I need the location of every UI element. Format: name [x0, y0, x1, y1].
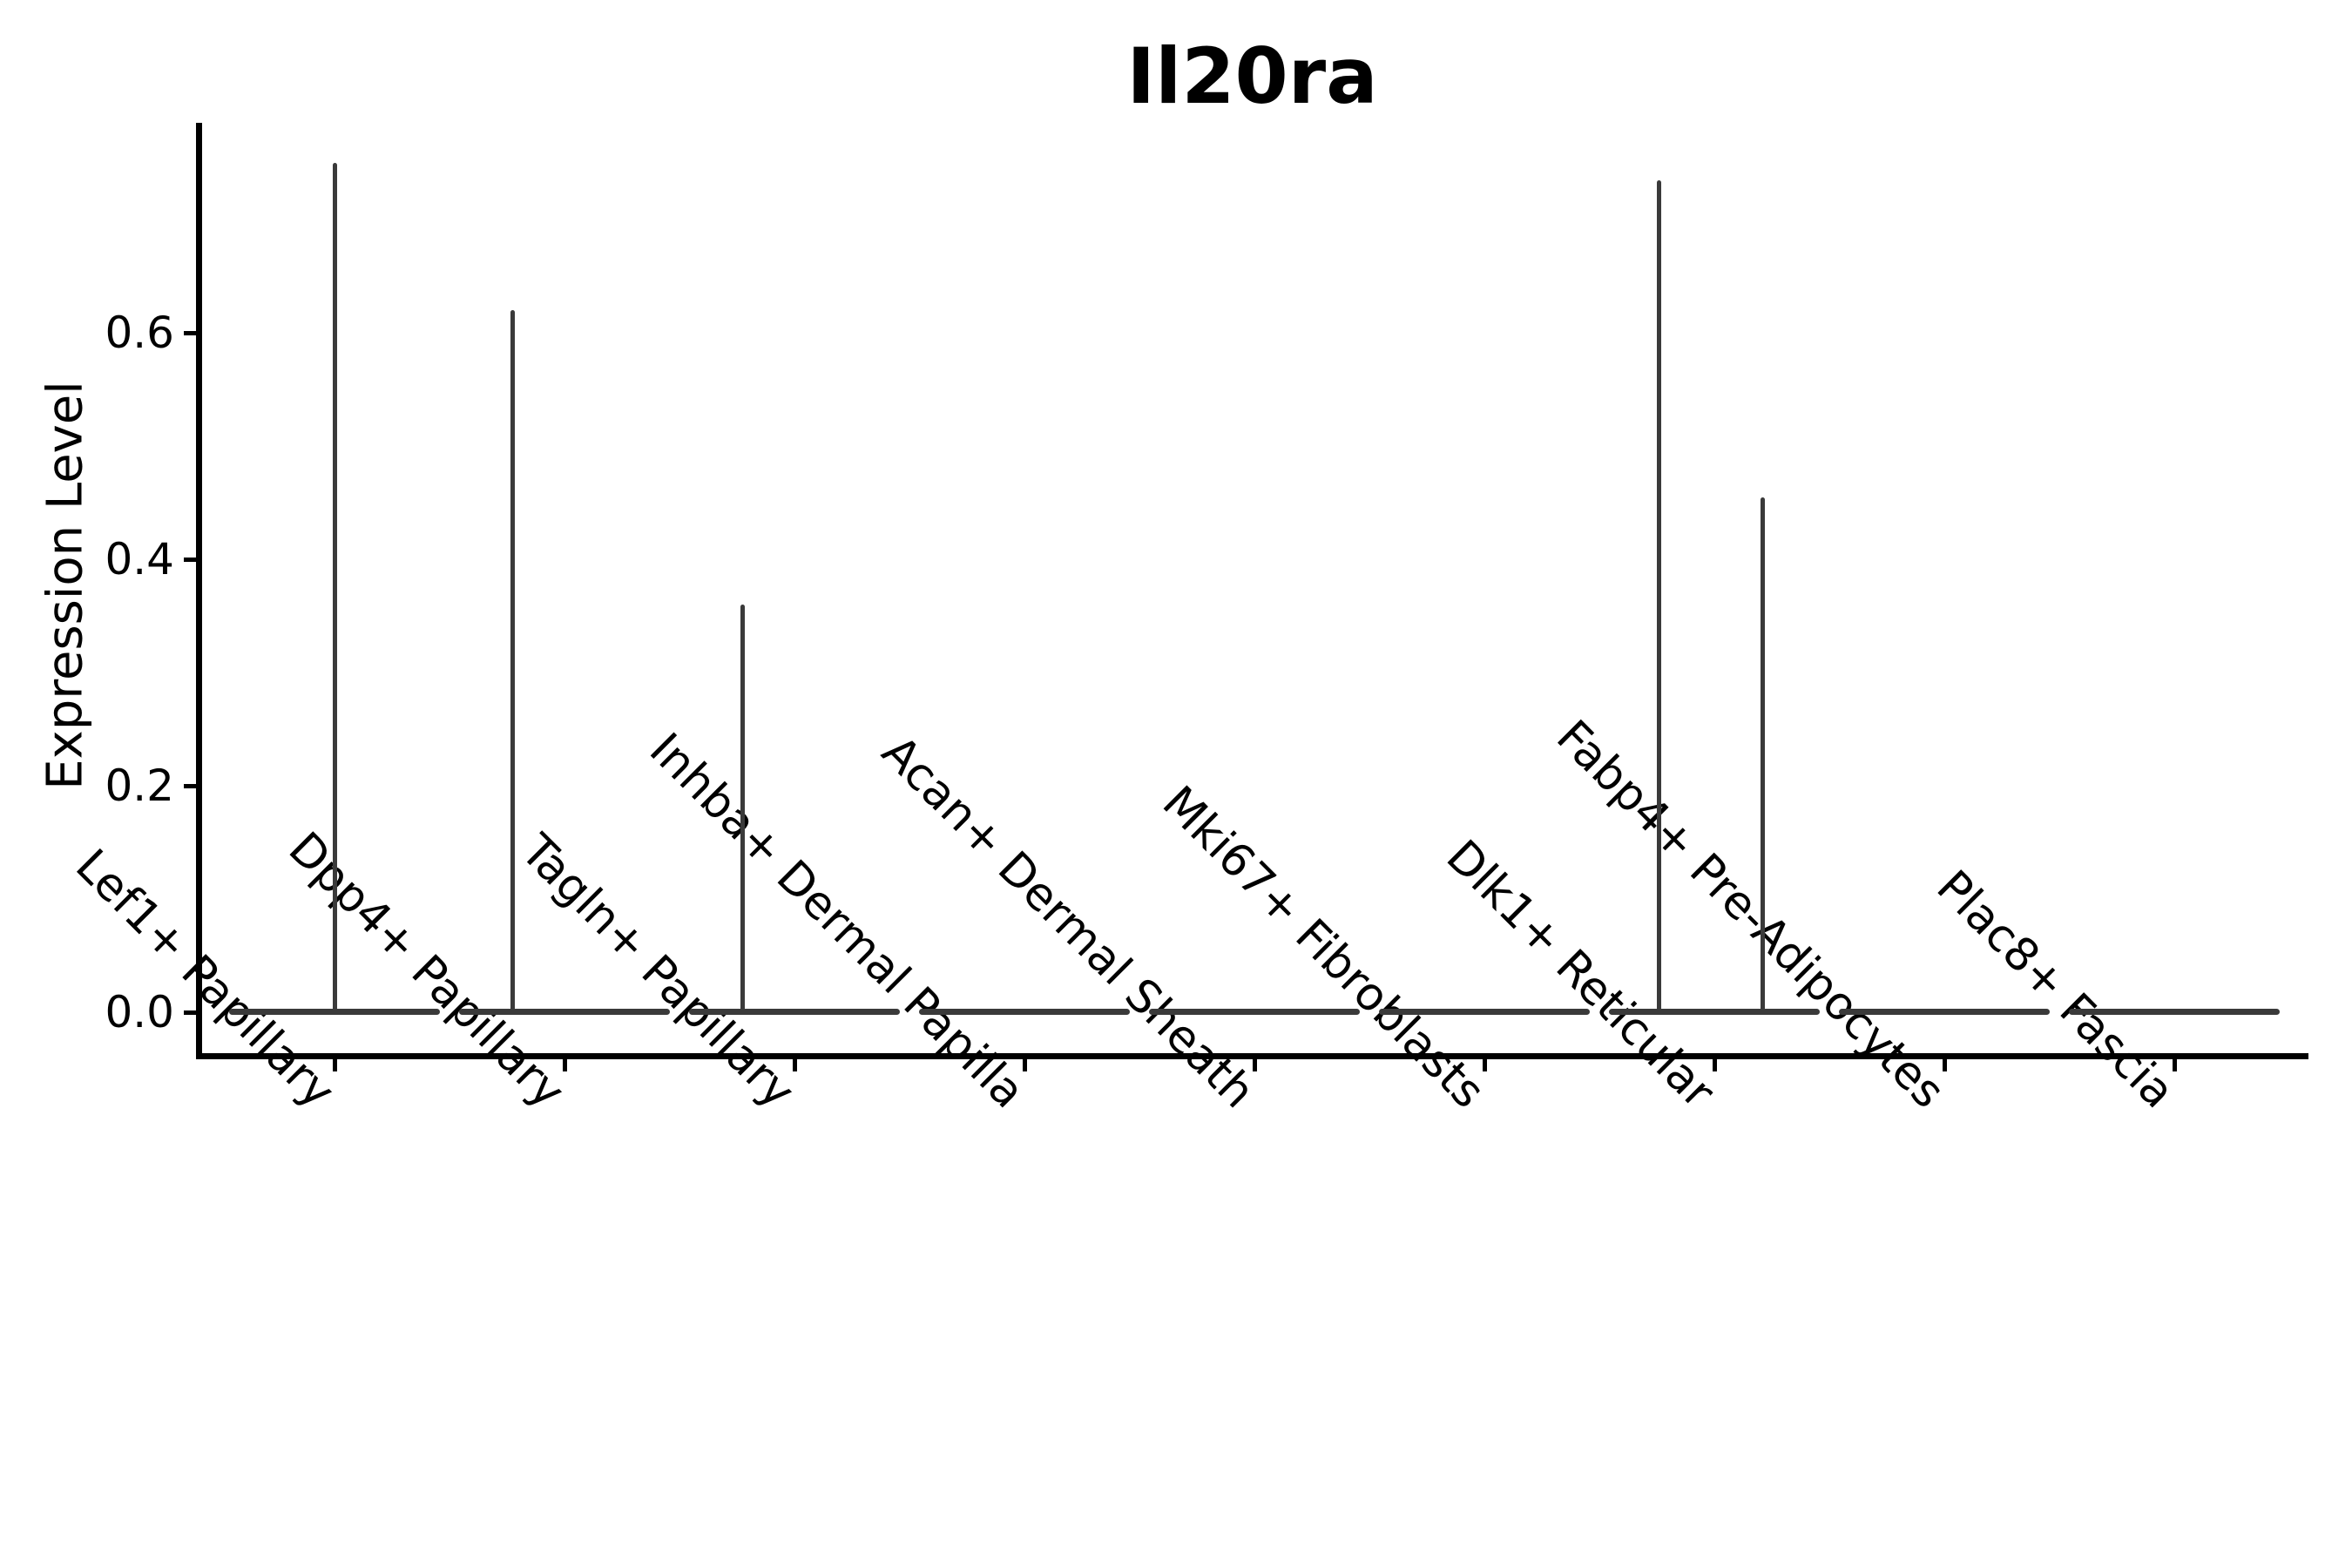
x-tick-mark — [563, 1059, 567, 1071]
x-tick-label-3: Tagln+ Papillary — [510, 824, 805, 1119]
violin-spike-3 — [740, 605, 745, 1015]
x-tick-label-4: Inhba+ Dermal Papilla — [639, 723, 1035, 1119]
y-axis-label: Expression Level — [37, 381, 94, 790]
violin-body-7 — [1609, 1009, 1820, 1015]
violin-spike-7 — [1761, 497, 1765, 1015]
y-tick-mark — [184, 331, 196, 335]
x-axis-spine — [196, 1053, 2308, 1059]
violin-body-9 — [2069, 1009, 2280, 1015]
violin-body-5 — [1149, 1009, 1360, 1015]
x-tick-label-5: Acan+ Dermal Sheath — [871, 726, 1265, 1119]
x-tick-label-9: Plac8+ Fascia — [1926, 861, 2185, 1119]
y-tick-label: 0.0 — [105, 987, 174, 1037]
x-tick-mark — [793, 1059, 797, 1071]
y-tick-label: 0.6 — [105, 308, 174, 358]
x-tick-label-7: Dlk1+ Reticular — [1436, 830, 1725, 1119]
violin-spike-7 — [1657, 179, 1661, 1015]
y-tick-mark — [184, 1010, 196, 1015]
y-axis-spine — [196, 123, 202, 1059]
y-tick-mark — [184, 558, 196, 562]
x-tick-label-8: Fabp4+ Pre-Adipocytes — [1546, 710, 1955, 1119]
x-tick-mark — [1023, 1059, 1027, 1071]
violin-body-6 — [1379, 1009, 1590, 1015]
violin-body-3 — [689, 1009, 900, 1015]
y-tick-label: 0.2 — [105, 760, 174, 811]
violin-body-4 — [919, 1009, 1130, 1015]
x-tick-mark — [1713, 1059, 1717, 1071]
x-tick-mark — [1253, 1059, 1257, 1071]
x-tick-label-2: Dpp4+ Papillary — [278, 822, 575, 1119]
x-tick-mark — [333, 1059, 337, 1071]
y-tick-mark — [184, 784, 196, 788]
plot-title: Il20ra — [1126, 31, 1378, 121]
violin-body-2 — [459, 1009, 670, 1015]
x-tick-mark — [2173, 1059, 2177, 1071]
violin-body-8 — [1839, 1009, 2050, 1015]
violin-spike-2 — [510, 310, 515, 1015]
x-tick-mark — [1943, 1059, 1947, 1071]
y-tick-label: 0.4 — [105, 534, 174, 585]
x-tick-label-6: Mki67+ Fibroblasts — [1152, 776, 1495, 1119]
violin-spike-1 — [333, 163, 337, 1015]
x-tick-mark — [1483, 1059, 1487, 1071]
